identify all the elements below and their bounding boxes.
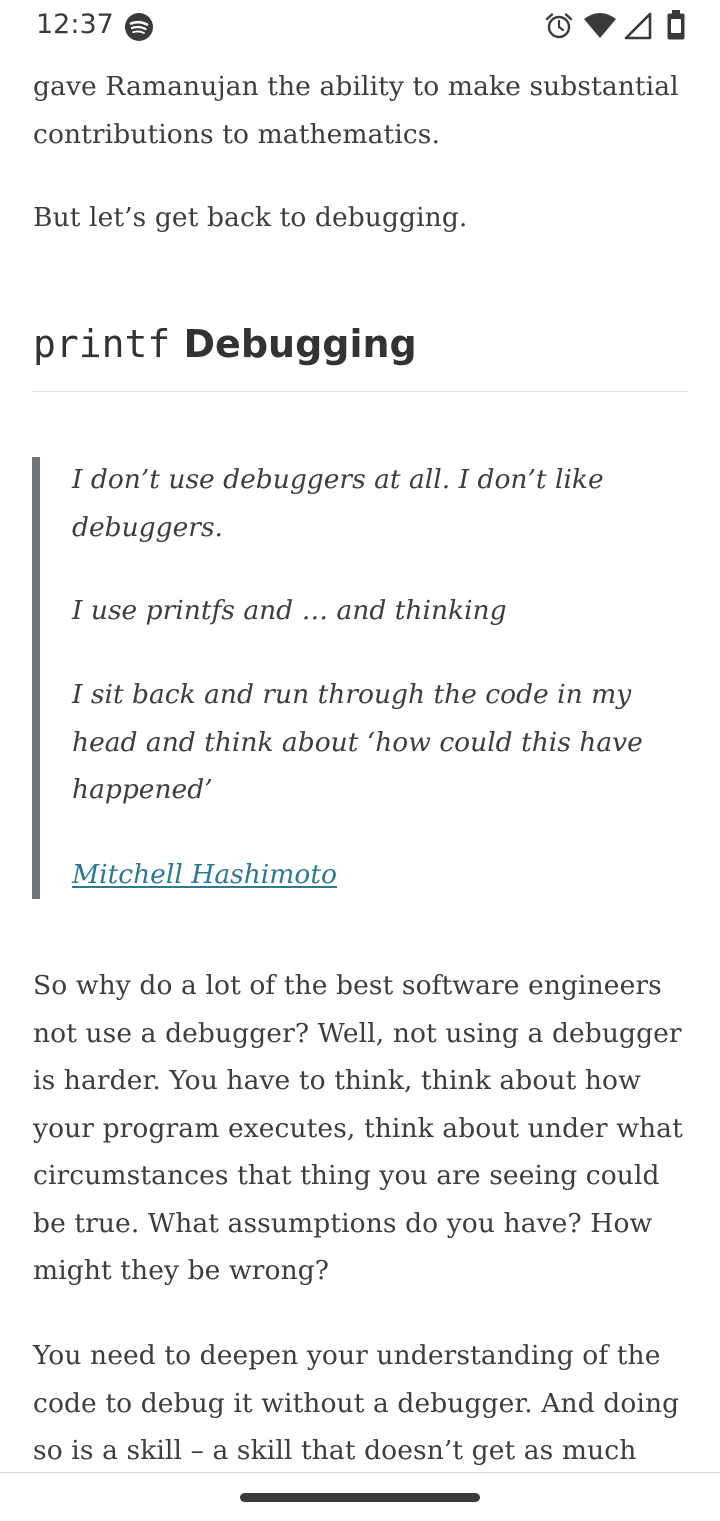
battery-icon	[667, 10, 685, 40]
text-line: I don’t use debuggers at all. I don’t li…	[72, 464, 604, 495]
text-line: You need to deepen your understanding of…	[33, 1340, 661, 1371]
alarm-icon	[545, 13, 573, 39]
text-line: debuggers.	[72, 511, 223, 543]
text-line: is harder. You have to think, think abou…	[33, 1065, 641, 1096]
blockquote-bar	[32, 457, 40, 899]
cell-signal-icon	[624, 12, 652, 40]
text-line: code to debug it without a debugger. And…	[33, 1387, 680, 1419]
quote-paragraph-1: I don’t use debuggers at all. I don’t li…	[72, 456, 672, 551]
citation-link[interactable]: Mitchell Hashimoto	[72, 859, 337, 890]
status-bar: 12:37	[0, 0, 720, 52]
why-no-debugger-paragraph: So why do a lot of the best software eng…	[33, 962, 693, 1295]
navigation-bar	[0, 1472, 720, 1521]
quote-paragraph-3: I sit back and run through the code in m…	[72, 671, 672, 814]
heading-code: printf	[33, 322, 171, 366]
section-heading: printf Debugging	[33, 316, 417, 372]
text-line: might they be wrong?	[33, 1255, 330, 1286]
gesture-handle[interactable]	[240, 1493, 480, 1502]
text-line: happened’	[72, 774, 213, 805]
deepen-understanding-paragraph: You need to deepen your understanding of…	[33, 1332, 693, 1475]
text-line: head and think about ‘how could this hav…	[72, 726, 643, 758]
text-line: I sit back and run through the code in m…	[72, 679, 632, 710]
quote-citation: Mitchell Hashimoto	[72, 851, 672, 899]
text-line: your program executes, think about under…	[33, 1112, 683, 1144]
text-line: be true. What assumptions do you have? H…	[33, 1207, 653, 1239]
intro-paragraph: gave Ramanujan the ability to make subst…	[33, 63, 693, 158]
heading-text: Debugging	[170, 322, 417, 366]
heading-divider	[32, 391, 688, 392]
text-line: so is a skill – a skill that doesn’t get…	[33, 1435, 637, 1466]
text-line: not use a debugger? Well, not using a de…	[33, 1017, 682, 1049]
text-line: gave Ramanujan the ability to make subst…	[33, 71, 679, 102]
spotify-icon	[125, 13, 153, 41]
status-time: 12:37	[36, 9, 114, 40]
back-to-debugging-paragraph: But let’s get back to debugging.	[33, 202, 468, 233]
text-line: So why do a lot of the best software eng…	[33, 970, 662, 1001]
text-line: circumstances that thing you are seeing …	[33, 1160, 660, 1191]
wifi-icon	[584, 13, 616, 38]
quote-paragraph-2: I use printfs and … and thinking	[72, 595, 507, 626]
text-line: contributions to mathematics.	[33, 118, 441, 150]
